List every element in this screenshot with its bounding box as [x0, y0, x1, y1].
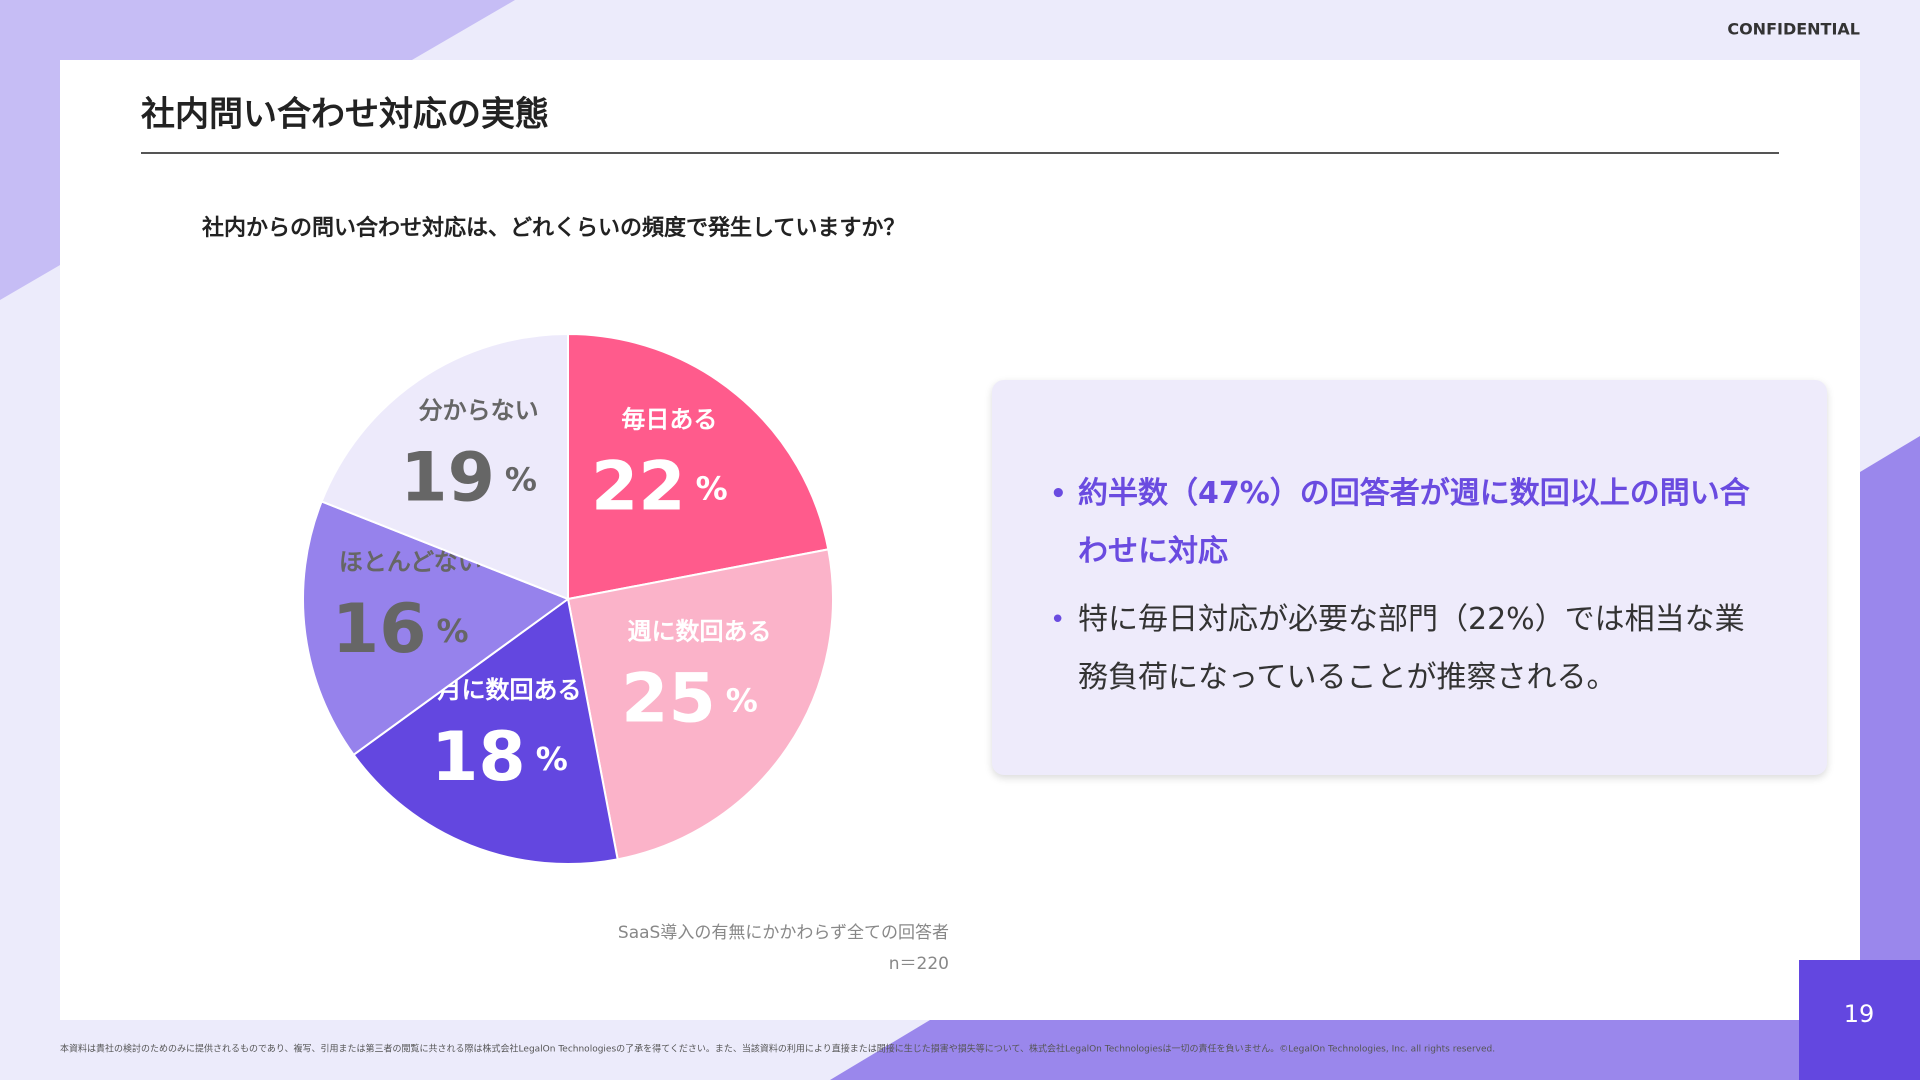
- decor: [830, 1020, 1920, 1080]
- slice-category: 週に数回ある: [628, 617, 772, 645]
- value: 16: [332, 589, 427, 668]
- slide-title: 社内問い合わせ対応の実態: [141, 95, 549, 135]
- value: 18: [431, 717, 526, 796]
- value: 25: [621, 659, 716, 738]
- slice-value: 19%: [400, 438, 537, 517]
- unit: %: [696, 469, 728, 507]
- note: SaaS導入の有無にかかわらず全ての回答者: [618, 923, 949, 943]
- value: 22: [591, 447, 686, 526]
- disclaimer: 本資料は貴社の検討のためのみに提供されるものであり、複写、引用または第三者の閲覧…: [60, 1043, 1495, 1055]
- page-number: 19: [1844, 1000, 1875, 1028]
- unit: %: [437, 612, 469, 650]
- confidential: CONFIDENTIAL: [1727, 20, 1860, 39]
- pie-slice: [320, 332, 569, 601]
- unit: %: [536, 740, 568, 778]
- unit: %: [505, 460, 537, 498]
- slice-value: 22%: [591, 447, 728, 526]
- bullet: 特に毎日対応が必要な部門（22%）では相当な業務負荷になっていることが推察される…: [1050, 591, 1750, 707]
- pie-slice: [566, 548, 834, 861]
- slice-value: 18%: [431, 717, 568, 796]
- slice-category: 毎日ある: [621, 405, 717, 433]
- slice-value: 25%: [621, 659, 758, 738]
- slice-category: 分からない: [419, 396, 539, 424]
- page-box: [1799, 960, 1920, 1080]
- value: 19: [400, 438, 495, 517]
- chart-title: 社内からの問い合わせ対応は、どれくらいの頻度で発生していますか？: [202, 215, 905, 241]
- note: n＝220: [889, 954, 949, 974]
- pie-slice: [352, 597, 619, 865]
- bullet: 約半数（47%）の回答者が週に数回以上の問い合わせに対応: [1050, 465, 1750, 581]
- decor: [1860, 436, 1920, 1080]
- summary-list: 約半数（47%）の回答者が週に数回以上の問い合わせに対応 特に毎日対応が必要な部…: [1050, 465, 1750, 717]
- pie-slice: [302, 500, 571, 757]
- unit: %: [726, 681, 758, 719]
- summary-box: 約半数（47%）の回答者が週に数回以上の問い合わせに対応 特に毎日対応が必要な部…: [992, 380, 1827, 775]
- pie-slice: [567, 332, 830, 601]
- slice-value: 16%: [332, 589, 469, 668]
- slice-category: 月に数回ある: [436, 676, 581, 704]
